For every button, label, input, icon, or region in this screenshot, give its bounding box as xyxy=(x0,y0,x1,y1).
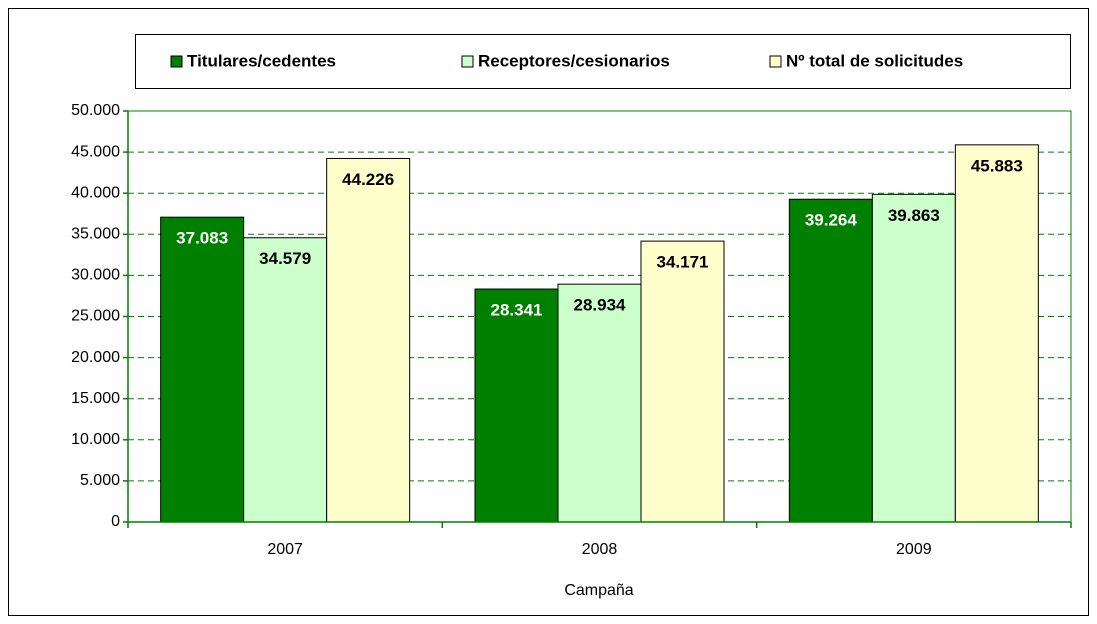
y-tick-label: 30.000 xyxy=(71,267,120,284)
x-tick-label: 2009 xyxy=(896,541,932,558)
y-tick-label: 40.000 xyxy=(71,184,120,201)
value-label: 37.083 xyxy=(176,229,228,248)
bar xyxy=(474,288,559,523)
bar xyxy=(871,193,956,523)
y-tick-label: 20.000 xyxy=(71,349,120,366)
x-tick-label: 2008 xyxy=(582,541,618,558)
legend-box xyxy=(135,34,1071,89)
y-tick-label: 50.000 xyxy=(71,102,120,119)
bar xyxy=(243,237,328,523)
legend-label: Receptores/cesionarios xyxy=(478,51,670,70)
x-tick-label: 2007 xyxy=(267,541,303,558)
y-tick-label: 0 xyxy=(111,513,120,530)
bar xyxy=(160,216,245,523)
legend-swatch xyxy=(461,55,474,68)
legend-label: Titulares/cedentes xyxy=(187,51,336,70)
bar xyxy=(954,144,1039,523)
y-tick-label: 25.000 xyxy=(71,308,120,325)
value-label: 34.171 xyxy=(657,253,709,272)
value-label: 28.341 xyxy=(491,301,543,320)
bar xyxy=(557,283,642,523)
legend-swatch xyxy=(769,55,782,68)
bar xyxy=(640,240,725,523)
value-label: 39.863 xyxy=(888,206,940,225)
value-label: 44.226 xyxy=(342,170,394,189)
y-tick-label: 5.000 xyxy=(80,472,120,489)
value-label: 28.934 xyxy=(574,296,627,315)
y-tick-label: 10.000 xyxy=(71,431,120,448)
y-tick-label: 15.000 xyxy=(71,390,120,407)
bar xyxy=(788,198,873,523)
value-label: 45.883 xyxy=(971,156,1023,175)
legend-swatch xyxy=(170,55,183,68)
plot-border xyxy=(127,110,1072,523)
legend-label: Nº total de solicitudes xyxy=(786,51,963,70)
x-axis-title: Campaña xyxy=(564,582,633,599)
value-label: 34.579 xyxy=(259,249,311,268)
y-tick-label: 35.000 xyxy=(71,226,120,243)
y-tick-label: 45.000 xyxy=(71,143,120,160)
value-label: 39.264 xyxy=(805,211,858,230)
bar xyxy=(326,157,411,523)
